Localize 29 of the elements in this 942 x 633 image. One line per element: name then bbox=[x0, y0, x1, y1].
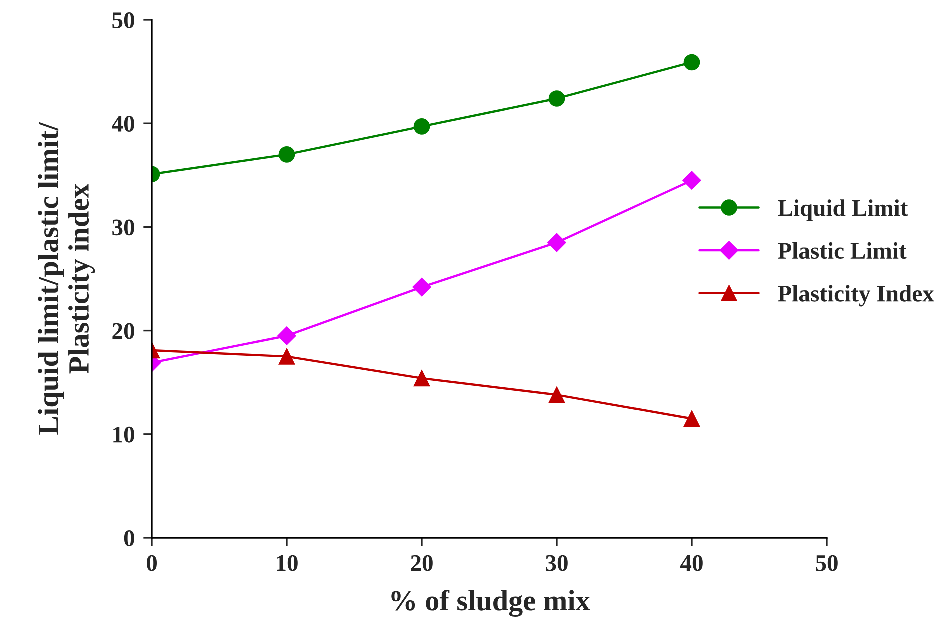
point bbox=[684, 54, 700, 71]
legend-label: Plastic Limit bbox=[778, 242, 907, 260]
point bbox=[278, 146, 296, 163]
legend-label: Plasticity Index bbox=[778, 285, 934, 307]
y-tick-label: 0 bbox=[124, 530, 134, 546]
point bbox=[682, 171, 702, 190]
point bbox=[278, 326, 296, 346]
x-tick-label: 0 bbox=[146, 555, 158, 572]
point bbox=[548, 90, 566, 107]
y-tick-label: 20 bbox=[112, 323, 134, 340]
point bbox=[414, 370, 430, 387]
x-axis-title: % of sludge mix bbox=[392, 590, 590, 617]
y-tick-label: 40 bbox=[112, 116, 134, 132]
x-tick-label: 20 bbox=[411, 555, 433, 572]
x-tick-label: 30 bbox=[546, 555, 568, 572]
point bbox=[684, 410, 700, 428]
x-tick-label: 40 bbox=[680, 555, 703, 572]
legend-label: Liquid Limit bbox=[778, 200, 908, 222]
point bbox=[414, 118, 430, 135]
y-tick-label: 50 bbox=[112, 12, 134, 28]
y-tick-label: 30 bbox=[112, 220, 134, 236]
x-tick-label: 10 bbox=[277, 555, 298, 572]
point bbox=[548, 233, 566, 252]
point bbox=[278, 348, 296, 365]
point bbox=[548, 386, 566, 404]
y-axis-title: Liquid limit/plastic limit/ Plasticity index bbox=[38, 122, 96, 435]
point bbox=[412, 278, 432, 297]
y-tick-label: 10 bbox=[114, 426, 134, 443]
x-tick-label: 50 bbox=[816, 555, 838, 572]
